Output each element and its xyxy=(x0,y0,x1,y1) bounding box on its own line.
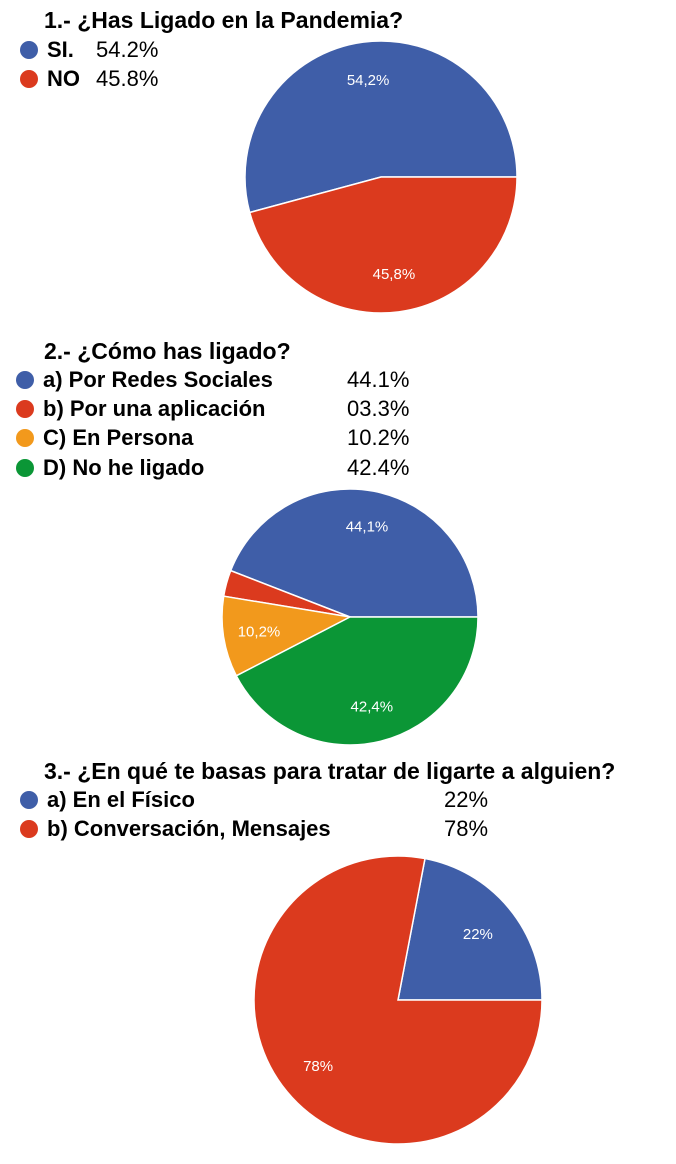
chart-1-legend-item-si: SI. 54.2% xyxy=(20,37,220,63)
legend-value: 78% xyxy=(444,816,489,841)
legend-label: D) No he ligado xyxy=(43,455,205,480)
chart-2-title: 2.- ¿Cómo has ligado? xyxy=(44,338,291,364)
chart-1-pie: 54,2% 45,8% xyxy=(244,40,518,314)
pie-slice-3 xyxy=(221,595,353,677)
legend-dot xyxy=(20,820,38,838)
legend-dot xyxy=(16,459,34,477)
pie-data-label-4: 42,4% xyxy=(351,699,394,716)
chart-2-legend-item-d: D) No he ligado 42.4% xyxy=(16,455,436,481)
legend-value: 44.1% xyxy=(347,367,410,392)
legend-label: b) Por una aplicación xyxy=(43,396,266,421)
legend-value: 22% xyxy=(444,787,489,812)
pie-data-label-2: 78% xyxy=(303,1058,333,1075)
pie-slice-1 xyxy=(229,488,479,618)
legend-value: 03.3% xyxy=(347,396,410,421)
legend-dot xyxy=(20,41,38,59)
chart-2-pie: 44,1% 10,2% 42,4% xyxy=(221,488,479,746)
legend-label: C) En Persona xyxy=(43,425,194,450)
pie-data-label-1: 22% xyxy=(463,926,493,943)
legend-label: SI. xyxy=(47,37,74,62)
legend-value: 42.4% xyxy=(347,455,410,480)
legend-dot xyxy=(16,400,34,418)
chart-2-legend-item-a: a) Por Redes Sociales 44.1% xyxy=(16,367,436,393)
legend-label: NO xyxy=(47,66,80,91)
pie-data-label-1: 54,2% xyxy=(347,72,390,89)
chart-1-legend-item-no: NO 45.8% xyxy=(20,66,220,92)
legend-value: 10.2% xyxy=(347,425,410,450)
legend-dot xyxy=(16,429,34,447)
pie-data-label-3: 10,2% xyxy=(238,623,281,640)
pie-slice-2 xyxy=(248,176,518,314)
chart-2-legend-item-c: C) En Persona 10.2% xyxy=(16,425,436,451)
pie-slice-1 xyxy=(397,857,543,1001)
pie-slice-1 xyxy=(244,40,518,214)
pie-data-label-1: 44,1% xyxy=(346,518,389,535)
pie-slice-4 xyxy=(235,616,479,746)
legend-dot xyxy=(16,371,34,389)
chart-3-legend-item-a: a) En el Físico 22% xyxy=(20,787,520,813)
chart-2-legend-item-b: b) Por una aplicación 03.3% xyxy=(16,396,436,422)
legend-value: 54.2% xyxy=(96,37,159,62)
legend-dot xyxy=(20,791,38,809)
pie-data-label-2: 45,8% xyxy=(373,266,416,283)
legend-label: a) En el Físico xyxy=(47,787,195,812)
legend-label: b) Conversación, Mensajes xyxy=(47,816,331,841)
chart-3-pie: 22% 78% xyxy=(253,855,543,1145)
pie-slice-2 xyxy=(253,855,543,1145)
chart-1-title: 1.- ¿Has Ligado en la Pandemia? xyxy=(44,7,404,33)
legend-label: a) Por Redes Sociales xyxy=(43,367,273,392)
legend-value: 45.8% xyxy=(96,66,159,91)
chart-3-title: 3.- ¿En qué te basas para tratar de liga… xyxy=(44,758,616,784)
legend-dot xyxy=(20,70,38,88)
chart-3-legend-item-b: b) Conversación, Mensajes 78% xyxy=(20,816,520,842)
